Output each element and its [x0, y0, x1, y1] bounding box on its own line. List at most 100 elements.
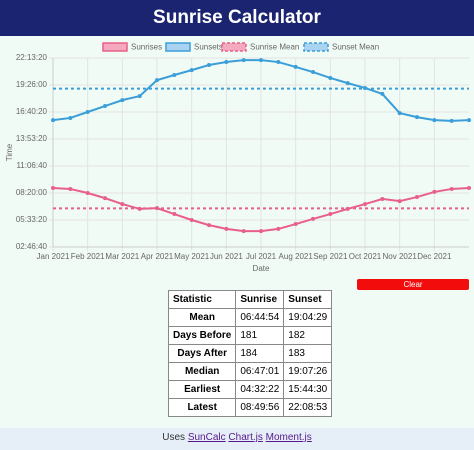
table-cell: 184	[235, 344, 285, 363]
table-cell: Earliest	[167, 380, 237, 399]
data-point	[85, 191, 90, 195]
data-point	[224, 60, 229, 65]
table-cell: Mean	[167, 308, 237, 327]
x-tick-label: Jan 2021	[37, 252, 70, 261]
data-point	[328, 212, 333, 217]
data-point	[207, 223, 211, 228]
chart: 02:46:40 05:33:20 08:20:00 11:06:40 13:53:20…	[5, 42, 471, 273]
x-tick-label: Jul 2021	[246, 252, 277, 261]
table-row: Latest 08:49:56 22:08:53	[167, 398, 333, 417]
data-point	[51, 186, 55, 191]
data-point	[311, 216, 315, 221]
y-tick-label: 11:06:40	[16, 161, 47, 170]
y-tick-label: 05:33:20	[16, 215, 48, 224]
data-point	[467, 186, 471, 191]
data-point	[172, 73, 177, 78]
data-point	[397, 199, 402, 204]
table-cell: Latest	[167, 398, 237, 417]
footer-text: Uses	[162, 432, 186, 443]
data-point	[137, 94, 142, 99]
data-point	[276, 226, 281, 231]
data-point	[345, 81, 350, 86]
y-tick-label: 08:20:00	[16, 188, 48, 197]
y-tick-label: 02:46:40	[16, 242, 48, 251]
table-cell: 182	[283, 326, 333, 345]
data-point	[189, 68, 194, 73]
footer: Uses SunCalc Chart.js Moment.js	[0, 428, 474, 450]
table-header: Statistic	[167, 290, 237, 309]
data-point	[432, 189, 437, 194]
stats-table: Statistic Sunrise Sunset Mean 06:44:54 19:04:…	[167, 290, 333, 417]
x-tick-label: Nov 2021	[383, 252, 418, 261]
link[interactable]: Moment.js	[265, 432, 312, 443]
data-point	[259, 58, 263, 63]
data-point	[449, 118, 454, 123]
x-tick-label: Aug 2021	[279, 252, 314, 261]
table-header: Sunrise	[235, 290, 285, 309]
data-point	[259, 229, 263, 234]
table-cell: Days After	[167, 344, 237, 363]
data-point	[224, 226, 229, 231]
legend-label: Sunset Mean	[332, 43, 379, 52]
table-cell: 08:49:56	[235, 398, 285, 417]
data-point	[380, 196, 385, 201]
legend-label: Sunrise Mean	[250, 43, 299, 52]
data-point	[155, 78, 159, 83]
data-point	[293, 64, 298, 69]
data-point	[380, 91, 385, 96]
table-header: Sunset	[283, 290, 333, 309]
data-point	[120, 202, 125, 207]
table-cell: 06:47:01	[235, 362, 285, 381]
data-point	[276, 60, 281, 65]
table-cell: Days Before	[167, 326, 237, 345]
data-point	[68, 186, 73, 191]
clear-button[interactable]: Clear	[357, 279, 469, 290]
data-point	[241, 229, 246, 234]
y-tick-label: 13:53:20	[16, 134, 48, 143]
data-point	[241, 58, 246, 63]
legend-swatch	[102, 42, 128, 52]
table-cell: 19:07:26	[283, 362, 333, 381]
data-point	[311, 70, 315, 75]
y-tick-label: 22:13:20	[16, 53, 48, 62]
y-tick-label: 19:26:00	[16, 80, 48, 89]
data-point	[415, 195, 419, 200]
table-row: Days After 184 183	[167, 344, 333, 363]
link[interactable]: Chart.js	[228, 432, 263, 443]
legend-swatch	[165, 42, 191, 52]
page-title: Sunrise Calculator	[0, 0, 474, 36]
data-point	[415, 115, 419, 120]
y-axis-title: Time	[5, 143, 14, 161]
data-point	[207, 63, 211, 68]
y-tick-label: 16:40:20	[16, 107, 48, 116]
legend-label: Sunrises	[131, 43, 162, 52]
table-cell: 181	[235, 326, 285, 345]
data-point	[293, 222, 298, 227]
legend-swatch	[221, 42, 247, 52]
table-row: Mean 06:44:54 19:04:29	[167, 308, 333, 327]
table-cell: 06:44:54	[235, 308, 285, 327]
data-point	[120, 98, 125, 103]
table-cell: 15:44:30	[283, 380, 333, 399]
table-row: Days Before 181 182	[167, 326, 333, 345]
data-point	[432, 118, 437, 123]
table-cell: 183	[283, 344, 333, 363]
table-cell: 22:08:53	[283, 398, 333, 417]
x-tick-label: Apr 2021	[141, 252, 174, 261]
data-point	[328, 75, 333, 80]
x-tick-label: Sep 2021	[313, 252, 348, 261]
table-row: Median 06:47:01 19:07:26	[167, 362, 333, 381]
data-point	[51, 118, 55, 123]
data-point	[397, 111, 402, 116]
table-cell: Median	[167, 362, 237, 381]
legend-swatch	[303, 42, 329, 52]
x-axis-title: Date	[253, 264, 270, 273]
data-point	[68, 115, 73, 120]
table-row: Earliest 04:32:22 15:44:30	[167, 380, 333, 399]
data-point	[363, 202, 367, 207]
x-tick-label: May 2021	[174, 252, 210, 261]
data-point	[449, 186, 454, 191]
x-tick-label: Mar 2021	[105, 252, 139, 261]
link[interactable]: SunCalc	[187, 432, 226, 443]
